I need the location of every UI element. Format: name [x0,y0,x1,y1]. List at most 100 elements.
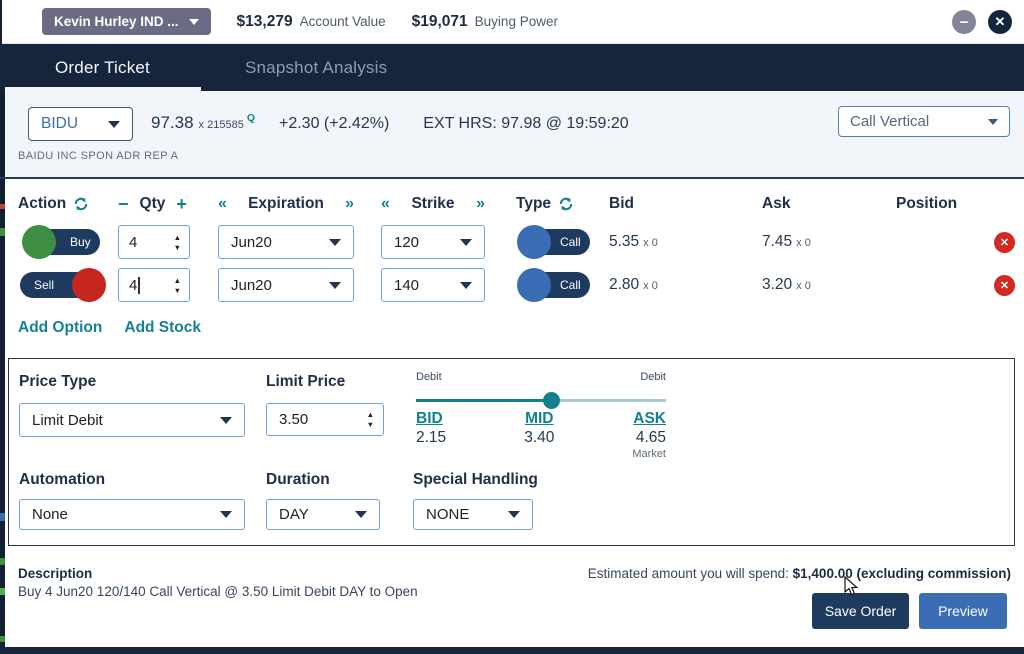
strike-next-icon[interactable]: » [476,195,485,212]
sliver-fleck [0,513,5,521]
strike-dropdown[interactable]: 140 [381,268,485,302]
active-tab-indicator [5,87,201,91]
slider-thumb[interactable] [543,392,560,409]
type-header: Type [516,195,609,213]
expiration-header: « Expiration » [218,195,381,213]
bid-mark: BID 2.15 [416,410,446,460]
save-order-button[interactable]: Save Order [812,593,909,629]
leg-row-sell: Sell 4 ▲ ▼ Jun20 140 [18,266,1024,304]
preview-button[interactable]: Preview [919,593,1007,629]
strategy-dropdown[interactable]: Call Vertical [838,106,1010,137]
mid-link[interactable]: MID [525,410,554,427]
remove-leg-button[interactable]: ✕ [994,231,1015,253]
bid-size: x 0 [643,280,658,292]
buy-sell-toggle[interactable]: Buy [18,224,110,260]
chevron-down-icon [329,238,341,246]
limit-price-input[interactable]: 3.50 ▲ ▼ [266,403,384,436]
automation-label: Automation [19,471,106,488]
chevron-down-icon [220,511,232,518]
bid-mark-value: 2.15 [416,429,447,446]
sliver-fleck [0,588,5,595]
sliver-fleck [0,636,5,642]
estimated-amount: Estimated amount you will spend: $1,400.… [588,566,1011,581]
strike-value: 120 [394,233,420,251]
limit-price-stepper[interactable]: ▲ ▼ [366,410,374,429]
symbol-quote-row: BIDU 97.38 x 215585 Q +2.30 (+2.42%) EXT… [5,91,1024,177]
buying-power-value: $19,071 [411,12,468,30]
special-handling-label: Special Handling [413,471,538,488]
qty-value: 4 [129,233,138,251]
duration-dropdown[interactable]: DAY [266,499,380,530]
sliver-fleck [0,204,5,209]
ask-mark: ASK 4.65 Market [632,410,666,460]
strike-prev-icon[interactable]: « [381,195,390,212]
slider-fill [416,399,551,402]
strike-value: 140 [394,276,420,294]
sliver-fleck [0,228,5,236]
action-refresh-icon[interactable] [73,196,89,212]
account-selector-label: Kevin Hurley IND ... [54,14,179,29]
automation-dropdown[interactable]: None [19,499,245,530]
expiration-next-icon[interactable]: » [345,195,354,212]
ask-link[interactable]: ASK [633,410,666,427]
price-type-value: Limit Debit [32,411,103,429]
chevron-down-icon [188,18,199,25]
expiration-prev-icon[interactable]: « [218,195,227,212]
expiration-dropdown[interactable]: Jun20 [218,225,354,259]
bid-quote: 2.80 x 0 [609,276,762,294]
qty-decrement-icon[interactable]: − [118,193,129,214]
qty-value: 4 [129,276,140,294]
add-option-link[interactable]: Add Option [18,319,103,336]
action-label: Buy [70,235,91,249]
account-selector-dropdown[interactable]: Kevin Hurley IND ... [42,8,211,35]
qty-stepper[interactable]: ▲ ▼ [173,232,181,252]
price-type-label: Price Type [19,373,97,390]
quote-line: 97.38 x 215585 Q +2.30 (+2.42%) EXT HRS:… [151,112,629,133]
qty-input[interactable]: 4 ▲ ▼ [118,268,190,302]
mid-mark: MID 3.40 [524,410,554,460]
minimize-button[interactable]: − [952,10,976,34]
chevron-down-icon [988,118,998,125]
call-put-toggle[interactable]: Call [516,224,596,260]
slider-track[interactable] [416,392,666,409]
add-stock-link[interactable]: Add Stock [124,319,202,336]
type-refresh-icon[interactable] [558,196,574,212]
bid-link[interactable]: BID [416,410,443,427]
price-type-dropdown[interactable]: Limit Debit [19,403,245,437]
bid-quote: 5.35 x 0 [609,233,762,251]
mid-mark-value: 3.40 [524,429,555,446]
chevron-down-icon [355,511,367,518]
expiration-dropdown[interactable]: Jun20 [218,268,354,302]
ask-size: x 0 [796,237,811,249]
action-header-label: Action [18,195,67,212]
buy-sell-toggle[interactable]: Sell [18,267,110,303]
expiration-value: Jun20 [231,276,272,294]
symbol-dropdown[interactable]: BIDU [28,107,133,141]
text-cursor [138,276,140,294]
special-handling-dropdown[interactable]: NONE [413,499,533,530]
account-value: $13,279 [236,12,293,30]
toggle-knob [517,225,551,259]
strike-dropdown[interactable]: 120 [381,225,485,259]
expiration-header-label: Expiration [248,195,324,212]
tab-bar: Order Ticket Snapshot Analysis [0,44,1024,91]
tab-order-ticket[interactable]: Order Ticket [55,57,150,77]
strategy-label: Call Vertical [850,113,930,130]
close-button[interactable]: ✕ [988,10,1012,34]
chevron-down-icon [108,120,120,128]
qty-increment-icon[interactable]: + [176,193,187,214]
special-handling-value: NONE [426,506,470,523]
remove-leg-button[interactable]: ✕ [994,274,1015,296]
background-window-sliver [0,0,5,654]
qty-stepper[interactable]: ▲ ▼ [173,275,181,295]
minimize-icon: − [959,13,969,31]
ask-price: 3.20 [762,276,793,293]
qty-input[interactable]: 4 ▲ ▼ [118,225,190,259]
tab-snapshot-analysis[interactable]: Snapshot Analysis [244,57,388,77]
call-put-toggle[interactable]: Call [516,267,596,303]
leg-row-buy: Buy 4 ▲ ▼ Jun20 120 [18,223,1024,261]
quote-size: x 215585 [198,119,244,131]
delete-icon: ✕ [999,279,1010,292]
section-divider [0,177,1024,179]
